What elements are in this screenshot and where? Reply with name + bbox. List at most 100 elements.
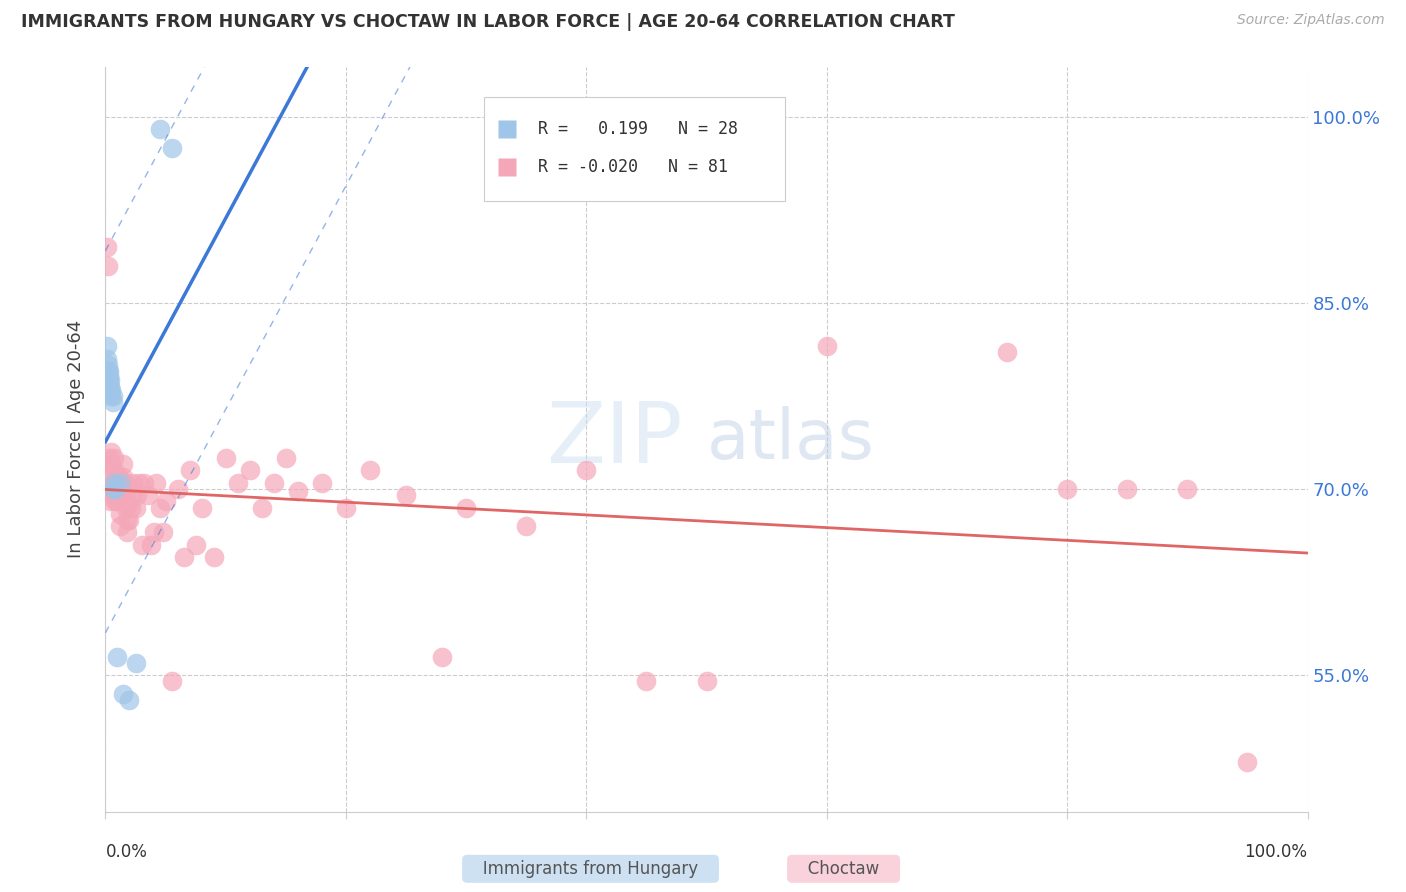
Point <box>636 674 658 689</box>
Point <box>122 475 145 490</box>
Point <box>515 519 537 533</box>
Point <box>118 513 141 527</box>
Point <box>120 500 142 515</box>
Point <box>287 484 309 499</box>
FancyBboxPatch shape <box>484 96 785 201</box>
Point <box>214 450 236 465</box>
Point <box>202 550 225 565</box>
Point <box>98 373 121 387</box>
Point <box>101 395 124 409</box>
Point <box>395 488 418 502</box>
Text: IMMIGRANTS FROM HUNGARY VS CHOCTAW IN LABOR FORCE | AGE 20-64 CORRELATION CHART: IMMIGRANTS FROM HUNGARY VS CHOCTAW IN LA… <box>21 13 955 31</box>
Point <box>98 463 121 477</box>
Text: 0.0%: 0.0% <box>105 843 148 861</box>
Point <box>111 475 134 490</box>
Point <box>100 383 122 397</box>
Point <box>107 482 129 496</box>
Point <box>118 693 141 707</box>
Point <box>121 488 143 502</box>
Point <box>98 482 121 496</box>
Point <box>100 457 122 471</box>
Text: ZIP: ZIP <box>546 398 682 481</box>
Text: 100.0%: 100.0% <box>1244 843 1308 861</box>
Point <box>124 500 146 515</box>
Point <box>103 482 125 496</box>
Point <box>103 475 125 490</box>
Point <box>166 482 188 496</box>
Point <box>152 525 174 540</box>
Point <box>263 475 285 490</box>
Point <box>160 140 183 154</box>
Point <box>98 494 121 508</box>
Point <box>98 450 121 465</box>
Point <box>995 345 1018 359</box>
Point <box>98 364 121 378</box>
Point <box>142 525 165 540</box>
Point <box>124 656 146 670</box>
Point <box>96 351 118 366</box>
Point <box>148 500 170 515</box>
Point <box>108 519 131 533</box>
Point <box>190 500 212 515</box>
Point <box>226 475 249 490</box>
Point <box>145 475 167 490</box>
Point <box>98 380 121 394</box>
Point <box>98 376 121 391</box>
Point <box>107 494 129 508</box>
Point <box>101 389 124 403</box>
Point <box>104 494 127 508</box>
Point <box>104 482 127 496</box>
Point <box>112 687 135 701</box>
Point <box>107 469 129 483</box>
Y-axis label: In Labor Force | Age 20-64: In Labor Force | Age 20-64 <box>66 320 84 558</box>
Point <box>107 482 129 496</box>
Point <box>311 475 333 490</box>
Point <box>1056 482 1078 496</box>
Point <box>108 507 131 521</box>
Point <box>97 364 120 378</box>
Point <box>103 463 125 477</box>
Point <box>696 674 718 689</box>
Text: atlas: atlas <box>707 406 875 473</box>
Point <box>97 358 120 372</box>
Point <box>125 488 148 502</box>
Point <box>132 475 155 490</box>
Point <box>179 463 201 477</box>
Text: R =   0.199   N = 28: R = 0.199 N = 28 <box>538 120 738 137</box>
Point <box>100 444 122 458</box>
Point <box>128 475 150 490</box>
Point <box>115 513 138 527</box>
Point <box>103 450 125 465</box>
Point <box>274 450 297 465</box>
Point <box>1116 482 1139 496</box>
Point <box>105 482 128 496</box>
Point <box>184 538 207 552</box>
Point <box>1175 482 1198 496</box>
Point <box>108 475 131 490</box>
Point <box>107 649 129 664</box>
Point <box>335 500 357 515</box>
Point <box>114 488 136 502</box>
Point <box>250 500 273 515</box>
Point <box>239 463 262 477</box>
Point <box>114 475 136 490</box>
Point <box>575 463 598 477</box>
Text: Source: ZipAtlas.com: Source: ZipAtlas.com <box>1237 13 1385 28</box>
Point <box>136 488 159 502</box>
Point <box>110 488 132 502</box>
Point <box>97 370 120 384</box>
Point <box>359 463 381 477</box>
Point <box>98 368 121 382</box>
Point <box>101 475 124 490</box>
Point <box>98 383 121 397</box>
Point <box>148 122 170 136</box>
Point <box>98 373 121 387</box>
Text: R = -0.020   N = 81: R = -0.020 N = 81 <box>538 159 728 177</box>
Point <box>1236 755 1258 769</box>
Point <box>115 525 138 540</box>
Point <box>173 550 195 565</box>
Point <box>101 488 124 502</box>
Point <box>112 469 135 483</box>
Point <box>96 339 118 353</box>
Point <box>104 482 127 496</box>
